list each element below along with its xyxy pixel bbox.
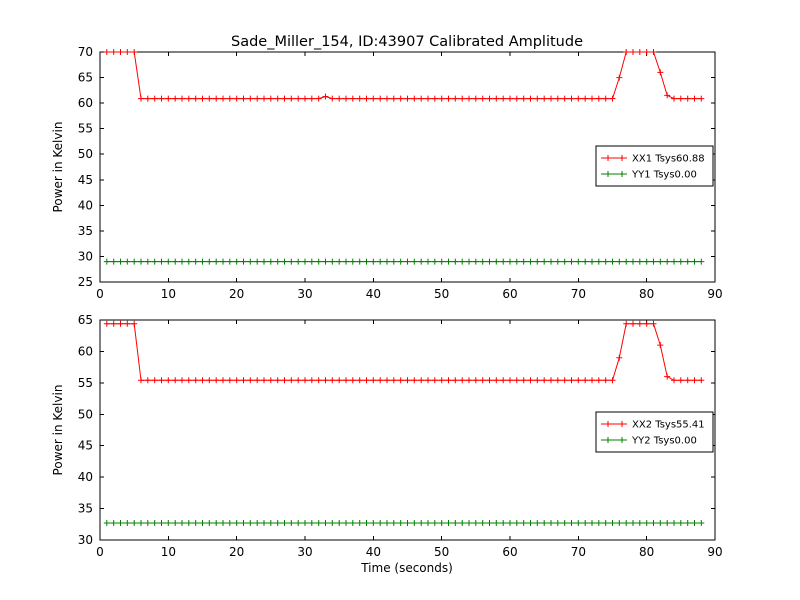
x-tick-label: 40 (366, 545, 381, 559)
y-axis-label: Power in Kelvin (51, 385, 65, 476)
x-tick-label: 20 (229, 287, 244, 301)
y-tick-label: 50 (78, 407, 93, 421)
legend-box (595, 145, 714, 187)
x-tick-label: 90 (707, 287, 722, 301)
legend-sample-marker (605, 171, 625, 177)
series-line-xx1 (106, 51, 702, 100)
series-line-xx2 (106, 323, 702, 381)
y-tick-label: 30 (78, 533, 93, 547)
legend-label: XX2 Tsys55.41 (632, 420, 705, 431)
subplot-2: 0 10 20 30 40 50 60 70 80 90 30 35 40 45 50 55 60 65 Power… (51, 313, 723, 559)
x-tick-label: 10 (161, 287, 176, 301)
y-tick-label: 60 (78, 96, 93, 110)
y-tick-label: 65 (78, 71, 93, 85)
legend-box (595, 411, 714, 453)
x-tick-label: 80 (639, 545, 654, 559)
x-tick-label: 50 (434, 545, 449, 559)
x-tick-label: 70 (571, 287, 586, 301)
y-tick-label: 65 (78, 313, 93, 327)
x-tick-label: 50 (434, 287, 449, 301)
series-markers-yy1 (103, 258, 705, 265)
y-tick-label: 35 (78, 224, 93, 238)
series-markers-xx1 (103, 49, 705, 102)
x-tick-label: 80 (639, 287, 654, 301)
x-tick-label: 40 (366, 287, 381, 301)
legend-sample-marker (605, 437, 625, 443)
x-axis-label: Time (seconds) (360, 561, 453, 575)
x-tick-label: 60 (502, 287, 517, 301)
x-tick-label: 0 (96, 545, 104, 559)
x-tick-label: 70 (571, 545, 586, 559)
y-tick-label: 60 (78, 344, 93, 358)
y-tick-label: 45 (78, 173, 93, 187)
y-tick-label: 40 (78, 470, 93, 484)
subplot-1: 0 10 20 30 40 50 60 70 80 90 25 30 35 40 45 50 55 60 65 70 P… (51, 45, 723, 301)
x-tick-label: 10 (161, 545, 176, 559)
y-axis-label: Power in Kelvin (51, 122, 65, 213)
legend-sample-marker (605, 155, 625, 161)
legend-label: XX1 Tsys60.88 (632, 154, 705, 165)
x-tick-label: 20 (229, 545, 244, 559)
figure-title: Sade_Miller_154, ID:43907 Calibrated Amp… (231, 34, 583, 50)
legend-label: YY1 Tsys0.00 (631, 170, 697, 181)
legend-sample-marker (605, 421, 625, 427)
plot-frame (99, 51, 716, 283)
x-tick-label: 30 (297, 545, 312, 559)
plot-frame (99, 319, 716, 541)
legend-label: YY2 Tsys0.00 (631, 436, 697, 447)
y-tick-label: 25 (78, 275, 93, 289)
series-markers-yy2 (103, 520, 705, 526)
y-tick-label: 45 (78, 439, 93, 453)
series-markers-xx2 (103, 320, 705, 384)
y-tick-label: 40 (78, 198, 93, 212)
y-tick-label: 30 (78, 249, 93, 263)
y-tick-label: 70 (78, 45, 93, 59)
y-tick-label: 55 (78, 122, 93, 136)
y-tick-label: 55 (78, 376, 93, 390)
y-tick-label: 50 (78, 147, 93, 161)
x-tick-label: 0 (96, 287, 104, 301)
x-tick-label: 30 (297, 287, 312, 301)
x-tick-label: 60 (502, 545, 517, 559)
y-tick-label: 35 (78, 502, 93, 516)
x-tick-label: 90 (707, 545, 722, 559)
